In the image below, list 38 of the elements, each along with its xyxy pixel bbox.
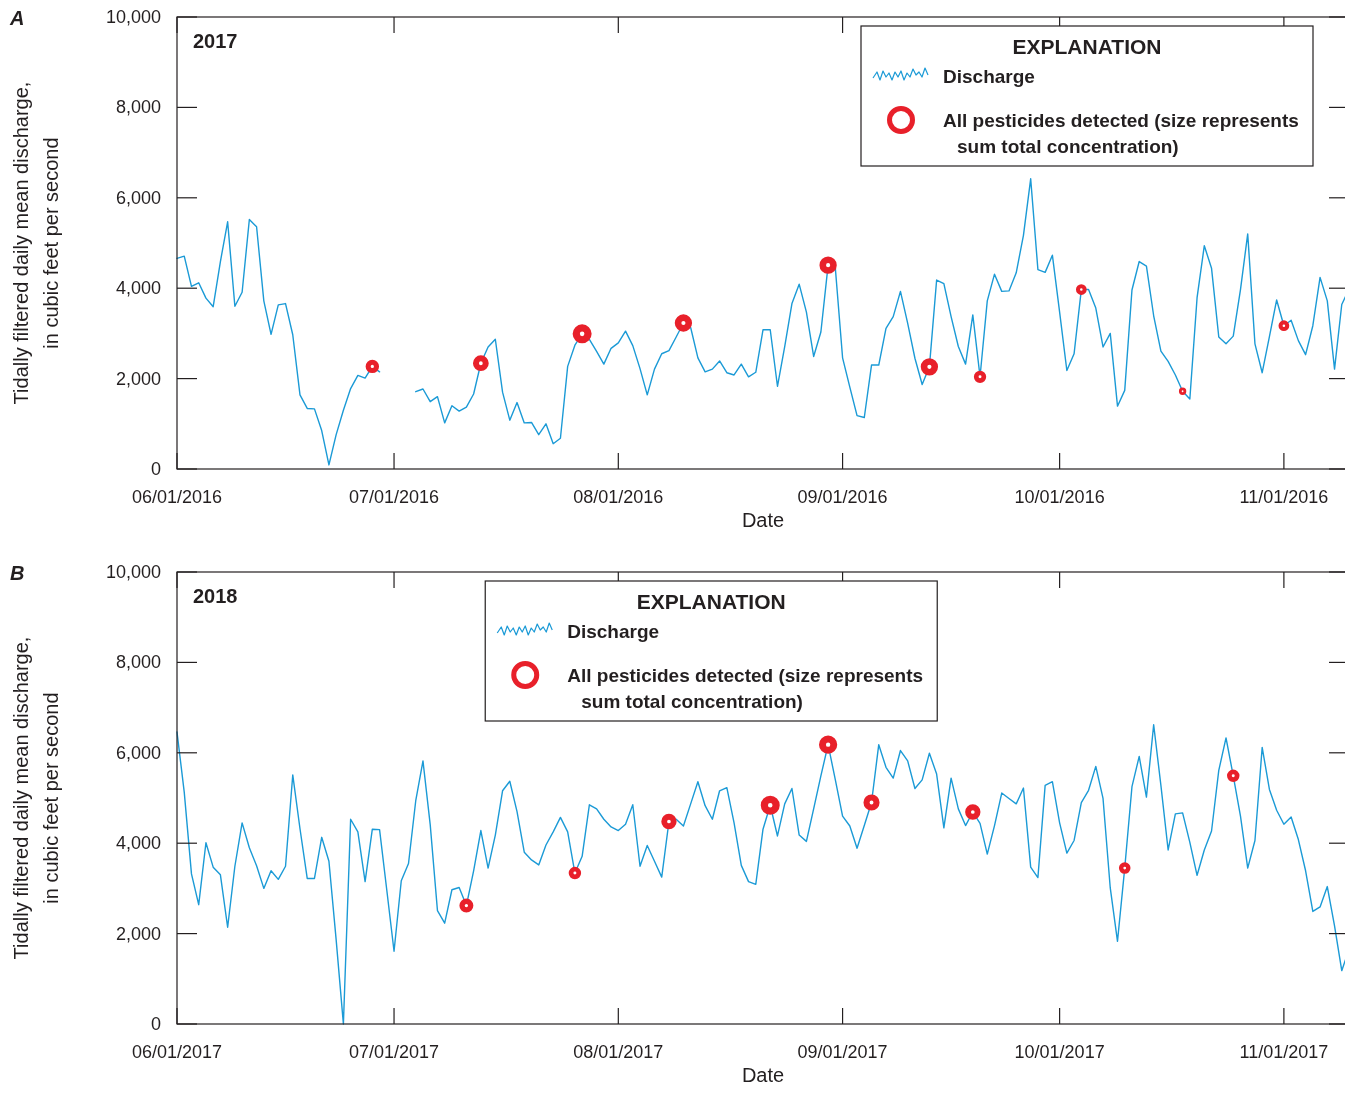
x-tick-label: 07/01/2016 xyxy=(348,487,440,507)
x-tick-label: 07/01/2017 xyxy=(348,1042,440,1062)
y-tick-label: 2,000 xyxy=(115,368,161,389)
legend-title: EXPLANATION xyxy=(1012,35,1162,58)
y-tick-label: 0 xyxy=(150,1014,161,1034)
y-tick-label: 6,000 xyxy=(115,187,161,208)
legend-title: EXPLANATION xyxy=(636,590,786,613)
x-tick-label: 08/01/2017 xyxy=(573,1042,664,1062)
x-tick-label: 10/01/2016 xyxy=(1014,487,1105,507)
y-tick-label: 10,000 xyxy=(105,562,161,582)
x-tick-label: 09/01/2017 xyxy=(797,1042,888,1062)
chart-title: A xyxy=(9,7,25,29)
x-tick-label: 06/01/2017 xyxy=(131,1042,223,1062)
y-tick-label: 2,000 xyxy=(115,923,161,944)
y-tick-label: 4,000 xyxy=(115,833,161,854)
x-tick-label: 06/01/2016 xyxy=(131,487,223,507)
x-tick-label: 09/01/2016 xyxy=(797,487,888,507)
y-tick-label: 6,000 xyxy=(115,742,161,763)
x-tick-label: 11/01/2016 xyxy=(1239,487,1329,507)
x-tick-label: 08/01/2016 xyxy=(573,487,664,507)
y-tick-label: 10,000 xyxy=(105,7,161,27)
y-axis-title: Tidally filtered daily mean discharge, in cubic feet per second xyxy=(10,81,62,405)
y-axis-title: Tidally filtered daily mean discharge, in cubic feet per second xyxy=(10,636,62,960)
text: 2017 xyxy=(193,30,238,52)
text: 2018 xyxy=(193,585,238,607)
legend-label: Discharge xyxy=(943,66,1035,87)
y-tick-label: 4,000 xyxy=(115,278,161,299)
y-tick-label: 8,000 xyxy=(115,652,161,673)
x-axis-title: Date xyxy=(741,1064,785,1086)
legend-label: All pesticides detected (size represents sum total concentration) xyxy=(567,665,924,712)
x-tick-label: 11/01/2017 xyxy=(1239,1042,1329,1062)
chart-title: B xyxy=(10,562,25,584)
y-tick-label: 8,000 xyxy=(115,97,161,118)
x-tick-label: 10/01/2017 xyxy=(1014,1042,1105,1062)
y-tick-label: 0 xyxy=(150,459,161,479)
x-axis-title: Date xyxy=(741,509,785,531)
legend-label: Discharge xyxy=(567,621,660,642)
legend-label: All pesticides detected (size represents sum total concentration) xyxy=(943,110,1299,157)
